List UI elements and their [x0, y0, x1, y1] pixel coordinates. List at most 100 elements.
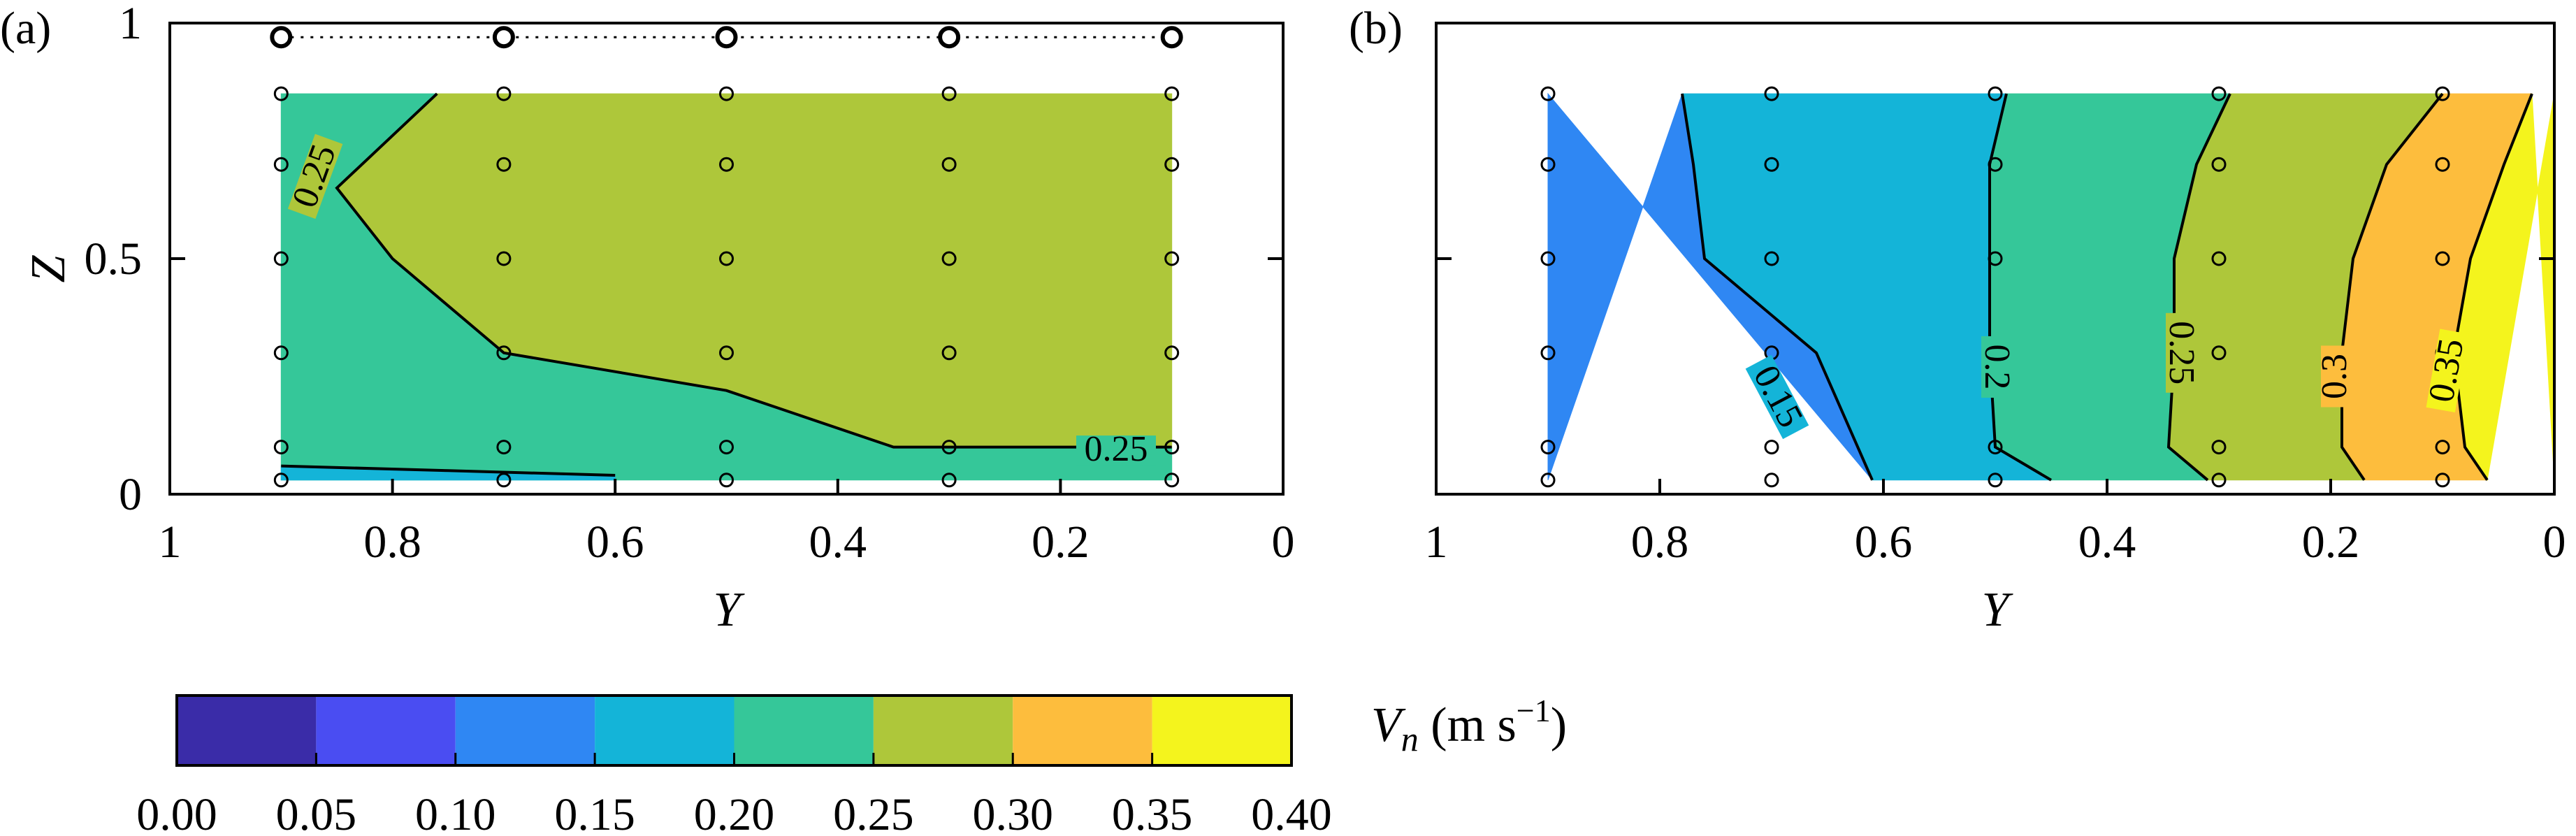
- colorbar-title-unit: (m s: [1419, 698, 1517, 752]
- measurement-point: [2211, 86, 2227, 101]
- panel-a-filled-regions: [280, 93, 1173, 481]
- colorbar-cell: [177, 696, 317, 765]
- measurement-point: [1164, 86, 1180, 101]
- panel-a-surface-points: [270, 26, 1183, 49]
- measurement-point: [1988, 251, 2003, 266]
- colorbar-tick-label: 0.15: [554, 789, 635, 836]
- colorbar-tick-labels: 0.00 0.05 0.10 0.15 0.20 0.25 0.30 0.35 0.40: [136, 753, 1332, 836]
- measurement-point: [1764, 157, 1779, 172]
- measurement-point: [496, 473, 512, 488]
- measurement-point: [1540, 345, 1556, 361]
- colorbar-cells: [177, 696, 1291, 765]
- colorbar-tick-label: 0.25: [833, 789, 914, 836]
- contour-label-bg: [2166, 312, 2195, 393]
- colorbar-title: Vn (m s−1): [1371, 693, 1567, 758]
- y-tick-label: 1: [119, 0, 142, 49]
- colorbar-cell: [734, 696, 874, 765]
- measurement-point: [496, 86, 512, 101]
- colorbar-tick-label: 0.10: [415, 789, 496, 836]
- x-tick-label: 0.2: [2302, 517, 2360, 568]
- colorbar-title-var: V: [1371, 698, 1406, 752]
- measurement-point: [1540, 157, 1556, 172]
- x-tick-label: 0.8: [1631, 517, 1689, 568]
- contour-label: 0.3: [2315, 345, 2354, 408]
- panel-a-measurement-points: [273, 86, 1180, 488]
- measurement-point: [1164, 345, 1180, 361]
- measurement-point: [719, 86, 734, 101]
- x-tick-label: 0: [1272, 517, 1295, 568]
- panel-b-ticks: 1 0.8 0.6 0.4 0.2 0: [1425, 22, 2566, 568]
- measurement-point: [496, 345, 512, 361]
- colorbar-cell: [595, 696, 735, 765]
- x-tick-label: 0.6: [1855, 517, 1913, 568]
- x-tick-label: 0.4: [809, 517, 867, 568]
- measurement-point: [273, 345, 289, 361]
- measurement-point: [2211, 473, 2227, 488]
- contour-label-text: 0.25: [1085, 429, 1148, 469]
- measurement-point: [941, 251, 957, 266]
- x-tick-label: 0.8: [363, 517, 421, 568]
- contour-line: [2340, 92, 2444, 481]
- measurement-point: [1540, 251, 1556, 266]
- measurement-point: [496, 251, 512, 266]
- measurement-point: [1164, 157, 1180, 172]
- measurement-point: [1764, 440, 1779, 455]
- panel-a-label: (a): [0, 3, 51, 54]
- measurement-point: [2435, 440, 2450, 455]
- y-tick-label: 0.5: [85, 233, 143, 284]
- x-tick-label: 0: [2543, 517, 2566, 568]
- colorbar-tick-label: 0.00: [136, 789, 217, 836]
- colorbar-tick-label: 0.35: [1112, 789, 1193, 836]
- measurement-point: [1988, 473, 2003, 488]
- panel-a-contour-lines: [281, 92, 1172, 477]
- measurement-point: [941, 473, 957, 488]
- measurement-point: [1164, 251, 1180, 266]
- colorbar-cell: [455, 696, 595, 765]
- measurement-point: [941, 345, 957, 361]
- x-tick-label: 1: [159, 517, 182, 568]
- measurement-point: [1764, 86, 1779, 101]
- measurement-point: [1164, 473, 1180, 488]
- colorbar: 0.00 0.05 0.10 0.15 0.20 0.25 0.30 0.35 0.40 Vn …: [136, 693, 1567, 836]
- x-tick-label: 0.6: [586, 517, 644, 568]
- surface-point: [492, 26, 515, 49]
- surface-point: [938, 26, 961, 49]
- colorbar-cell: [1152, 696, 1291, 765]
- contour-label-bg: [287, 134, 343, 219]
- contour-line: [281, 464, 616, 477]
- panel-b-filled-regions: [1547, 92, 2555, 482]
- panel-b-contour-lines: [1681, 92, 2533, 482]
- y-tick-label: 0: [119, 469, 142, 520]
- measurement-point: [273, 440, 289, 455]
- panel-b-plot: 0.15 0.2 0.25 0.3 0.35 1 0.8 0.6 0.4 0.2 0 Y: [1425, 22, 2566, 637]
- measurement-point: [273, 473, 289, 488]
- measurement-point: [2435, 473, 2450, 488]
- contour-line: [1681, 93, 1874, 481]
- contour-label: 0.25: [1076, 429, 1156, 469]
- contour-label-bg: [2426, 329, 2469, 413]
- colorbar-tick-label: 0.05: [276, 789, 357, 836]
- measurement-point: [719, 473, 734, 488]
- measurement-point: [273, 157, 289, 172]
- surface-point: [715, 26, 738, 49]
- panel-a-contour-labels: 0.250.25: [284, 134, 1156, 469]
- measurement-point: [1988, 157, 2003, 172]
- x-tick-label: 0.2: [1032, 517, 1090, 568]
- measurement-point: [2435, 251, 2450, 266]
- measurement-point: [941, 157, 957, 172]
- panel-b-xlabel: Y: [1982, 583, 2014, 637]
- contour-label: 0.2: [1977, 336, 2017, 398]
- measurement-point: [1988, 440, 2003, 455]
- measurement-point: [1540, 440, 1556, 455]
- colorbar-title-exp: −1: [1517, 693, 1551, 728]
- measurement-point: [273, 86, 289, 101]
- measurement-point: [2211, 157, 2227, 172]
- contour-label-text: 0.25: [2162, 321, 2201, 384]
- contour-label-text: 0.2: [1977, 345, 2017, 390]
- measurement-point: [496, 157, 512, 172]
- measurement-point: [719, 345, 734, 361]
- contour-line: [2452, 93, 2533, 481]
- panel-a-ticks: 1 0.8 0.6 0.4 0.2 0 0 0.5 1: [85, 0, 1295, 568]
- colorbar-title-sub: n: [1401, 719, 1419, 758]
